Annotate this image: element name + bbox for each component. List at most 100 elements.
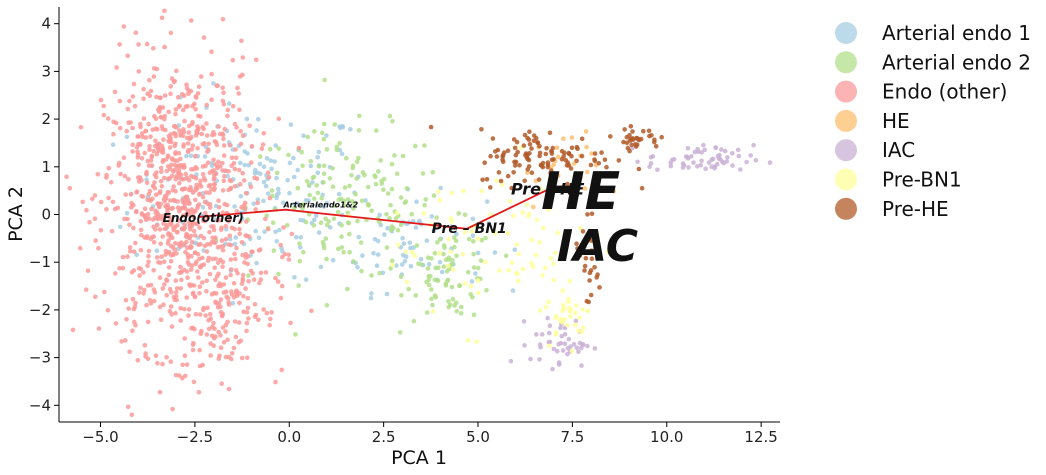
scatter-point [393,216,399,221]
scatter-point [181,205,187,210]
scatter-point [136,69,142,74]
scatter-point [129,200,134,206]
scatter-point [155,201,161,206]
scatter-point [221,178,227,184]
scatter-point [592,346,598,351]
scatter-point [209,71,214,77]
scatter-point [247,123,252,129]
scatter-point [173,111,178,117]
scatter-point [153,138,158,143]
x-tick-label: 5.0 [466,428,490,446]
scatter-point [592,157,597,162]
scatter-point [279,283,285,289]
scatter-point [170,187,175,193]
scatter-point [173,107,179,112]
x-tick-label: 0.0 [277,428,301,446]
scatter-point [151,148,157,154]
scatter-point [547,330,552,336]
scatter-point [160,105,166,110]
scatter-point [204,121,209,126]
scatter-point [261,307,266,312]
scatter-point [117,98,123,104]
scatter-point [245,305,251,311]
scatter-point [209,97,214,102]
scatter-point [207,229,212,235]
scatter-point [117,42,122,47]
scatter-point [158,178,164,184]
scatter-point [695,164,700,169]
scatter-point [212,175,217,180]
scatter-point [395,228,401,233]
scatter-point [597,285,602,290]
scatter-point [473,271,478,276]
scatter-point [301,249,306,255]
scatter-point [125,254,130,259]
scatter-point [355,265,360,270]
scatter-point [431,228,437,233]
scatter-point [221,143,227,148]
scatter-point [256,248,262,253]
scatter-point [194,182,199,188]
scatter-point [446,304,452,310]
scatter-point [560,308,565,314]
scatter-point [222,201,227,207]
scatter-point [324,303,330,308]
scatter-point [162,93,168,98]
scatter-point [339,234,344,239]
scatter-point [144,180,150,186]
scatter-point [584,144,589,150]
scatter-point [142,235,147,240]
scatter-point [161,213,166,219]
scatter-point [574,171,579,176]
x-tick-label: −2.5 [177,428,213,446]
scatter-point [331,216,337,221]
scatter-point [569,135,575,140]
scatter-point [446,257,452,262]
scatter-point [220,160,225,166]
scatter-point [233,235,239,240]
scatter-point [748,153,753,158]
scatter-point [297,241,302,246]
scatter-point [187,227,193,232]
scatter-point [225,337,230,343]
scatter-point [482,259,488,265]
scatter-point [465,338,471,343]
scatter-point [511,137,517,142]
scatter-point [625,145,631,151]
scatter-point [211,172,217,177]
scatter-point [190,290,196,296]
scatter-point [111,119,116,125]
scatter-point [150,127,155,132]
scatter-point [547,343,552,349]
scatter-point [228,242,234,248]
scatter-point [204,278,209,284]
scatter-point [207,182,213,188]
scatter-point [547,323,553,329]
scatter-point [428,124,434,130]
scatter-point [527,129,532,134]
scatter-point [412,253,418,258]
scatter-point [190,143,196,148]
scatter-point [579,329,585,335]
scatter-point [437,198,443,203]
scatter-point [293,234,299,240]
scatter-point [584,298,590,304]
scatter-point [595,241,601,246]
scatter-point [574,345,580,351]
scatter-point [148,134,153,139]
scatter-point [242,200,248,206]
scatter-point [124,134,130,140]
scatter-point [215,165,220,171]
scatter-point [680,165,686,170]
scatter-point [558,185,564,190]
scatter-point [545,315,550,321]
scatter-point [148,197,153,203]
scatter-point [577,253,583,258]
scatter-point [515,149,520,155]
scatter-point [261,131,267,136]
scatter-point [585,308,591,314]
scatter-point [158,165,164,171]
scatter-point [181,142,186,147]
scatter-point [738,167,743,172]
